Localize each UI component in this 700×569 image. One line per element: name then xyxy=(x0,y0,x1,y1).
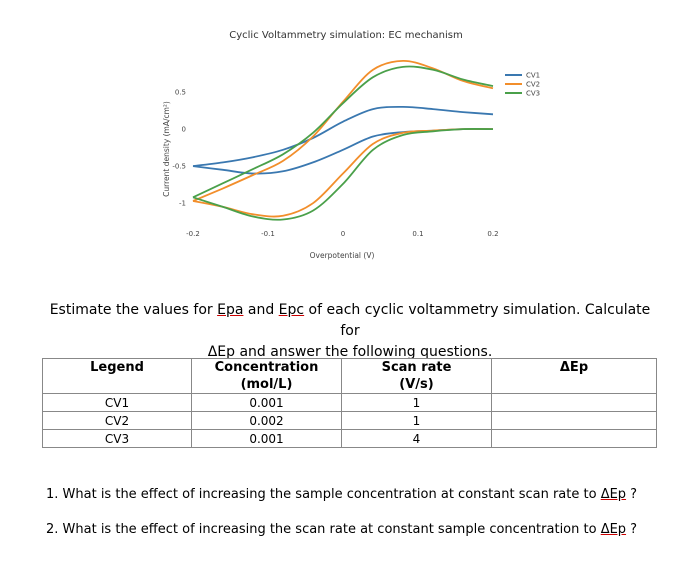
x-axis-label: Overpotential (V) xyxy=(310,251,375,260)
header-concentration-line2: (mol/L) xyxy=(240,377,293,392)
header-concentration: Concentration (mol/L) xyxy=(191,358,342,394)
cv-chart: Cyclic Voltammetry simulation: EC mechan… xyxy=(162,30,540,260)
cell-legend: CV2 xyxy=(42,411,192,430)
cell-delta-ep[interactable] xyxy=(491,411,657,430)
cell-scan-rate: 1 xyxy=(341,393,492,412)
y-tick-label: 0 xyxy=(182,126,186,134)
question-2-symbol: ΔEp xyxy=(600,522,627,537)
question-2: 2. What is the effect of increasing the … xyxy=(46,522,637,537)
question-1-text: 1. What is the effect of increasing the … xyxy=(46,487,601,502)
series-cv3-reverse-line xyxy=(192,128,494,221)
x-tick-label: 0.2 xyxy=(487,230,498,238)
instructions-part: and answer the following questions. xyxy=(235,344,493,360)
cell-delta-ep[interactable] xyxy=(491,393,657,412)
question-1-symbol: ΔEp xyxy=(600,487,627,502)
table-row: CV1 0.001 1 xyxy=(42,393,657,412)
y-axis-label: Current density (mA/cm²) xyxy=(162,101,171,197)
x-tick-label: 0 xyxy=(341,230,345,238)
table-row: CV3 0.001 4 xyxy=(42,429,657,448)
y-axis-ticks: 0.5 0 -0.5 -1 xyxy=(172,89,186,208)
header-legend: Legend xyxy=(42,358,192,394)
instructions-line-2: ΔEp and answer the following questions. xyxy=(40,342,660,363)
y-tick-label: -1 xyxy=(179,200,186,208)
header-scan-line2: (V/s) xyxy=(399,377,434,392)
instructions-part: of each cyclic voltammetry simulation. C… xyxy=(304,302,651,339)
x-tick-label: -0.1 xyxy=(261,230,275,238)
table-row: CV2 0.002 1 xyxy=(42,411,657,430)
series-cv1-reverse-line xyxy=(192,128,494,175)
cell-scan-rate: 4 xyxy=(341,429,492,448)
instructions-line-1: Estimate the values for Epa and Epc of e… xyxy=(40,300,660,342)
legend-label-cv2: CV2 xyxy=(526,81,540,89)
chart-title: Cyclic Voltammetry simulation: EC mechan… xyxy=(229,30,463,41)
series-layer xyxy=(192,59,494,221)
x-tick-label: 0.1 xyxy=(412,230,423,238)
cell-concentration: 0.001 xyxy=(191,393,342,412)
instructions-text: Estimate the values for Epa and Epc of e… xyxy=(40,300,660,363)
x-axis-ticks: -0.2 -0.1 0 0.1 0.2 xyxy=(186,230,498,238)
y-tick-label: -0.5 xyxy=(172,163,186,171)
epc-term: Epc xyxy=(278,302,305,318)
question-2-suffix: ? xyxy=(626,522,638,537)
epa-term: Epa xyxy=(217,302,244,318)
delta-ep-term: ΔEp xyxy=(207,344,235,360)
series-cv2-forward-line xyxy=(192,59,494,202)
cell-delta-ep[interactable] xyxy=(491,429,657,448)
results-table: Legend Concentration (mol/L) Scan rate (V/… xyxy=(42,358,657,448)
header-concentration-line1: Concentration xyxy=(214,360,319,375)
table-header-row: Legend Concentration (mol/L) Scan rate (V/… xyxy=(42,358,657,394)
x-tick-label: -0.2 xyxy=(186,230,200,238)
cell-legend: CV1 xyxy=(42,393,192,412)
legend-label-cv1: CV1 xyxy=(526,72,540,80)
instructions-part: Estimate the values for xyxy=(49,302,218,318)
header-scan-rate: Scan rate (V/s) xyxy=(341,358,492,394)
question-1: 1. What is the effect of increasing the … xyxy=(46,487,637,502)
question-1-suffix: ? xyxy=(626,487,638,502)
cell-legend: CV3 xyxy=(42,429,192,448)
header-scan-line1: Scan rate xyxy=(381,360,452,375)
legend-label-cv3: CV3 xyxy=(526,90,540,98)
series-cv1-forward-line xyxy=(192,105,494,167)
y-tick-label: 0.5 xyxy=(175,89,186,97)
header-delta-ep: ΔEp xyxy=(491,358,657,394)
cell-scan-rate: 1 xyxy=(341,411,492,430)
question-2-text: 2. What is the effect of increasing the … xyxy=(46,522,601,537)
cell-concentration: 0.001 xyxy=(191,429,342,448)
instructions-part: and xyxy=(243,302,279,318)
cell-concentration: 0.002 xyxy=(191,411,342,430)
series-cv3-forward-line xyxy=(192,65,494,199)
